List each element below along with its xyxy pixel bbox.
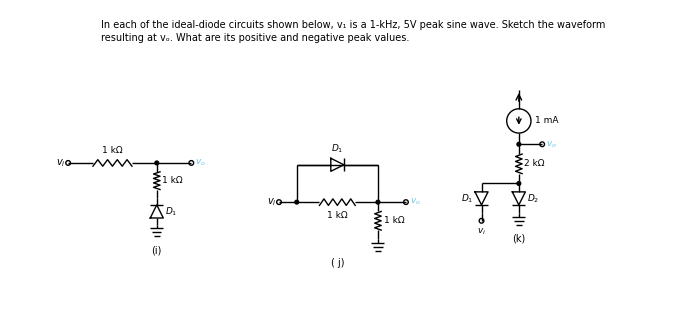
Text: $v_o$: $v_o$ [546,139,556,149]
Text: $v_i$: $v_i$ [56,157,65,169]
Text: 1 mA: 1 mA [535,116,558,125]
Text: (i): (i) [152,245,162,255]
Text: $D_1$: $D_1$ [165,205,178,218]
Text: (k): (k) [512,234,526,244]
Text: $v_i$: $v_i$ [267,196,276,208]
Circle shape [376,200,380,204]
Circle shape [517,181,521,185]
Text: $v_i$: $v_i$ [477,226,486,237]
Text: $D_2$: $D_2$ [527,192,540,205]
Text: 1 kΩ: 1 kΩ [384,216,404,225]
Text: $D_1$: $D_1$ [461,192,473,205]
Text: In each of the ideal-diode circuits shown below, v₁ is a 1-kHz, 5V peak sine wav: In each of the ideal-diode circuits show… [101,20,606,30]
Circle shape [517,143,521,146]
Circle shape [295,200,299,204]
Text: 1 kΩ: 1 kΩ [162,176,183,185]
Text: 2 kΩ: 2 kΩ [524,159,545,168]
Text: 1 kΩ: 1 kΩ [102,145,122,155]
Text: $v_o$: $v_o$ [410,197,421,207]
Text: $v_o$: $v_o$ [195,158,206,168]
Text: 1 kΩ: 1 kΩ [327,212,348,220]
Circle shape [155,161,159,165]
Text: ( j): ( j) [330,258,344,268]
Text: $D_1$: $D_1$ [331,143,344,156]
Text: resulting at vₒ. What are its positive and negative peak values.: resulting at vₒ. What are its positive a… [101,33,410,43]
